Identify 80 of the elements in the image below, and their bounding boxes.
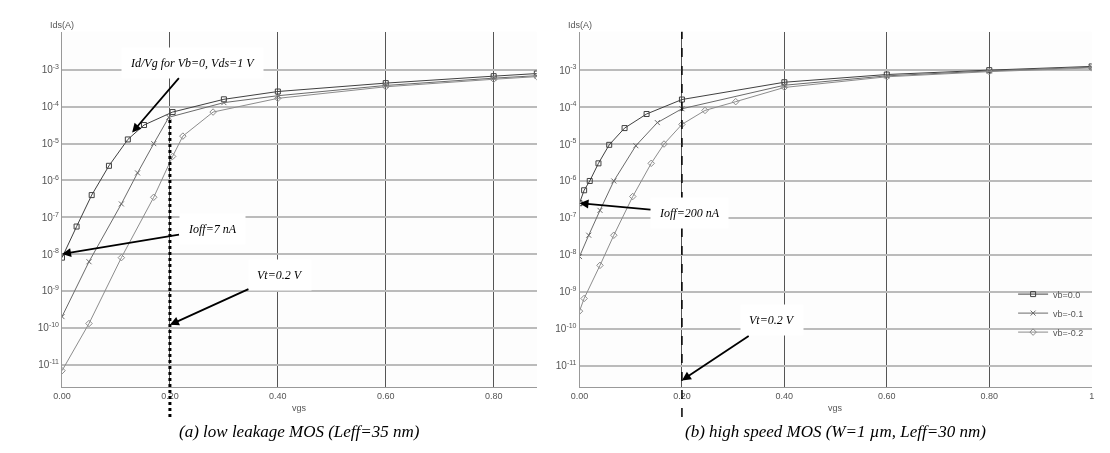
point [597,207,603,214]
y-tick-label: 10$^{-3}$ [559,63,577,76]
point [124,136,131,143]
point [580,294,588,303]
annotation: Ioff=200 nA [659,206,720,220]
legend-label: vb=0.0 [1053,289,1081,300]
point [678,96,685,103]
point [149,193,158,201]
x-tick-label: 0.60 [878,390,896,401]
point [610,177,617,184]
point [629,192,637,201]
y-tick-label: 10$^{-8}$ [559,248,577,261]
text: (b) high speed MOS (W=1 µm, Leff=30 nm) [685,422,987,441]
y-tick-label: 10$^{-5}$ [41,136,60,150]
point [731,97,740,106]
annotation: Vt=0.2 V [749,313,795,327]
point [118,200,125,207]
x-tick-label: 0.80 [484,390,503,401]
x-tick-label: 0.00 [570,390,589,401]
point [647,159,655,168]
point [678,120,686,129]
point [274,94,282,103]
point [660,140,668,148]
y-tick-label: 10$^{-9}$ [41,284,60,297]
point [85,258,92,265]
x-tick-label: 0.00 [53,390,71,401]
x-tick-label: 0.80 [980,390,998,401]
x-axis-title: vgs [828,403,843,413]
point [654,119,661,126]
point [606,141,613,148]
y-tick-label: 10$^{-3}$ [41,63,60,76]
x-axis-title: vgs [292,403,307,413]
point [585,232,592,239]
point [586,177,593,184]
legend-label: vb=-0.2 [1053,327,1084,338]
legend-label: vb=-0.1 [1053,308,1084,319]
x-tick-label: 0.40 [775,390,794,401]
y-tick-label: 10$^{-6}$ [41,173,60,186]
y-tick-label: 10$^{-9}$ [559,285,577,298]
y-tick-label: 10$^{-5}$ [559,137,577,150]
annotation: Ioff=7 nA [188,222,237,236]
point [596,261,604,270]
point [610,231,618,239]
y-axis-title: Ids(A) [50,20,75,30]
x-tick-label: 0.40 [269,390,287,401]
y-tick-label: 10$^{-7}$ [559,211,577,224]
point [581,187,588,194]
annotation: Id/Vg for Vb=0, Vds=1 V [130,56,256,70]
y-axis-title: Ids(A) [568,20,593,30]
y-tick-label: 10$^{-8}$ [41,247,60,260]
point [595,160,602,167]
y-tick-label: 10$^{-4}$ [559,100,577,113]
x-tick-label: 1 [1089,390,1095,401]
y-tick-label: 10$^{-10}$ [555,322,577,335]
point [632,142,639,149]
y-tick-label: 10$^{-4}$ [41,100,60,113]
annotation: Vt=0.2 V [257,268,303,282]
point [643,110,650,117]
point [117,253,126,262]
point [168,152,177,161]
y-tick-label: 10$^{-6}$ [559,174,577,187]
point [274,88,281,95]
text: (a) low leakage MOS (Leff=35 nm) [179,422,420,441]
point [85,319,93,328]
point [209,108,217,116]
point [73,223,80,230]
y-tick-label: 10$^{-7}$ [41,210,60,223]
y-tick-label: 10$^{-10}$ [37,321,60,334]
y-tick-label: 10$^{-11}$ [555,359,577,372]
point [134,169,141,176]
point [169,109,176,116]
point [165,114,172,121]
x-tick-label: 0.60 [376,390,395,401]
y-tick-label: 10$^{-11}$ [38,357,60,371]
point [701,106,709,115]
point [88,192,95,199]
point [105,162,112,169]
point [150,140,157,147]
point [179,132,187,140]
point [621,125,628,132]
